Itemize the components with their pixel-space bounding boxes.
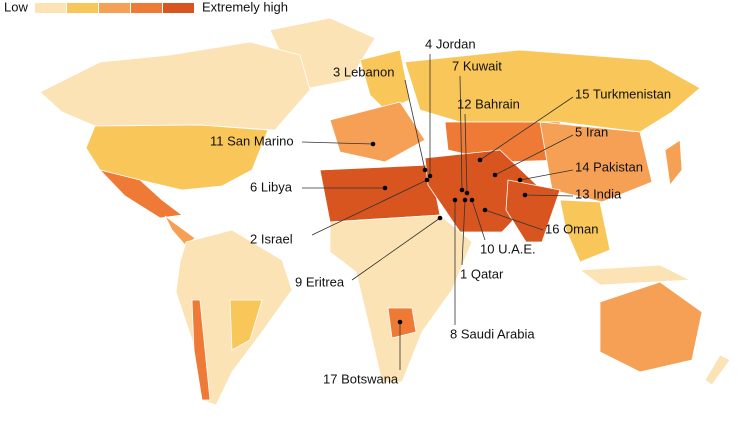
country-label: 9 Eritrea bbox=[295, 274, 345, 289]
legend-swatch bbox=[131, 3, 162, 13]
australia bbox=[599, 281, 703, 373]
mexico bbox=[98, 169, 184, 219]
leader-line bbox=[404, 79, 426, 171]
country-label: 7 Kuwait bbox=[452, 58, 502, 73]
country-dot bbox=[422, 167, 428, 173]
legend-swatch bbox=[163, 3, 194, 13]
chile bbox=[191, 299, 211, 401]
europe bbox=[329, 101, 426, 163]
country-label: 16 Oman bbox=[545, 221, 598, 236]
country-label: 6 Libya bbox=[250, 179, 293, 194]
country-dot bbox=[452, 197, 458, 203]
country-dot bbox=[427, 173, 433, 179]
usa bbox=[85, 124, 269, 191]
country-label: 5 Iran bbox=[575, 124, 608, 139]
new-zealand bbox=[704, 354, 731, 386]
legend-swatch bbox=[67, 3, 98, 13]
north-africa bbox=[319, 164, 441, 223]
leader-line bbox=[484, 209, 544, 231]
africa bbox=[329, 214, 473, 383]
country-dot bbox=[517, 177, 523, 183]
country-dot bbox=[437, 215, 443, 221]
legend: Low Extremely high bbox=[4, 0, 288, 14]
legend-low: Low bbox=[4, 0, 28, 14]
leader-line bbox=[519, 169, 574, 181]
country-label: 11 San Marino bbox=[210, 133, 294, 148]
country-dot bbox=[522, 192, 528, 198]
leader-line bbox=[459, 75, 463, 191]
leader-line bbox=[479, 96, 574, 161]
country-dot bbox=[469, 197, 475, 203]
country-label: 1 Qatar bbox=[460, 266, 504, 281]
country-label: 14 Pakistan bbox=[575, 159, 643, 174]
country-dot bbox=[477, 157, 483, 163]
country-dot bbox=[492, 172, 498, 178]
labels: 4 Jordan 3 Lebanon 7 Kuwait 12 Bahrain 15 Tu… bbox=[210, 36, 671, 386]
country-label: 4 Jordan bbox=[425, 36, 476, 51]
legend-high: Extremely high bbox=[202, 0, 288, 14]
country-dot bbox=[482, 207, 488, 213]
country-dot bbox=[459, 187, 465, 193]
leader-line bbox=[311, 179, 428, 236]
scandinavia bbox=[359, 49, 411, 111]
country-label: 10 U.A.E. bbox=[480, 241, 536, 256]
country-label: 8 Saudi Arabia bbox=[450, 326, 535, 341]
land bbox=[39, 17, 731, 406]
country-label: 13 India bbox=[575, 186, 622, 201]
country-dot bbox=[424, 177, 430, 183]
country-label: 12 Bahrain bbox=[457, 96, 520, 111]
southeast-asia bbox=[559, 199, 611, 263]
japan bbox=[664, 139, 683, 186]
indonesia bbox=[578, 264, 692, 286]
country-dot bbox=[397, 319, 403, 325]
brazil-east bbox=[229, 299, 263, 351]
country-dot bbox=[464, 190, 470, 196]
country-dot bbox=[370, 141, 376, 147]
leader-line bbox=[494, 134, 574, 176]
country-label: 17 Botswana bbox=[323, 371, 399, 386]
country-label: 2 Israel bbox=[250, 231, 293, 246]
leader-line bbox=[464, 113, 468, 194]
china bbox=[539, 121, 653, 203]
leader-line bbox=[524, 194, 574, 197]
country-label: 15 Turkmenistan bbox=[575, 86, 671, 101]
country-label: 3 Lebanon bbox=[333, 64, 394, 79]
legend-swatch bbox=[35, 3, 66, 13]
country-dot bbox=[382, 185, 388, 191]
legend-swatch bbox=[99, 3, 130, 13]
canada bbox=[39, 41, 311, 131]
leader-line bbox=[351, 217, 441, 281]
leader-line bbox=[461, 199, 466, 266]
leader-line bbox=[301, 141, 374, 145]
country-dot bbox=[462, 197, 468, 203]
leader-line bbox=[471, 199, 486, 241]
russia bbox=[404, 49, 701, 133]
